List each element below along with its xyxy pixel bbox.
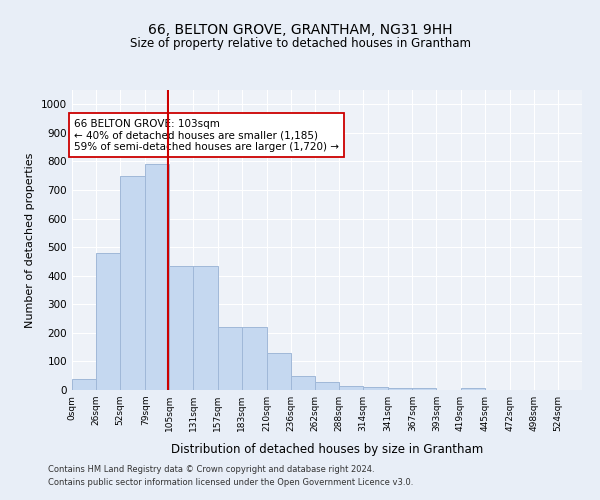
Bar [242,327,267,390]
Text: Contains HM Land Registry data © Crown copyright and database right 2024.: Contains HM Land Registry data © Crown c… [48,466,374,474]
Bar [145,164,169,390]
Bar [218,327,242,390]
Bar [169,266,193,390]
Bar [193,266,218,390]
Bar [315,382,339,390]
Text: Distribution of detached houses by size in Grantham: Distribution of detached houses by size … [171,442,483,456]
Bar [96,253,120,390]
Text: Size of property relative to detached houses in Grantham: Size of property relative to detached ho… [130,38,470,51]
Text: 66 BELTON GROVE: 103sqm
← 40% of detached houses are smaller (1,185)
59% of semi: 66 BELTON GROVE: 103sqm ← 40% of detache… [74,118,339,152]
Bar [461,388,485,390]
Bar [412,388,436,390]
Bar [339,386,363,390]
Bar [72,378,96,390]
Bar [267,353,291,390]
Bar [363,387,388,390]
Bar [291,376,315,390]
Bar [120,176,145,390]
Text: 66, BELTON GROVE, GRANTHAM, NG31 9HH: 66, BELTON GROVE, GRANTHAM, NG31 9HH [148,22,452,36]
Y-axis label: Number of detached properties: Number of detached properties [25,152,35,328]
Text: Contains public sector information licensed under the Open Government Licence v3: Contains public sector information licen… [48,478,413,487]
Bar [388,388,412,390]
